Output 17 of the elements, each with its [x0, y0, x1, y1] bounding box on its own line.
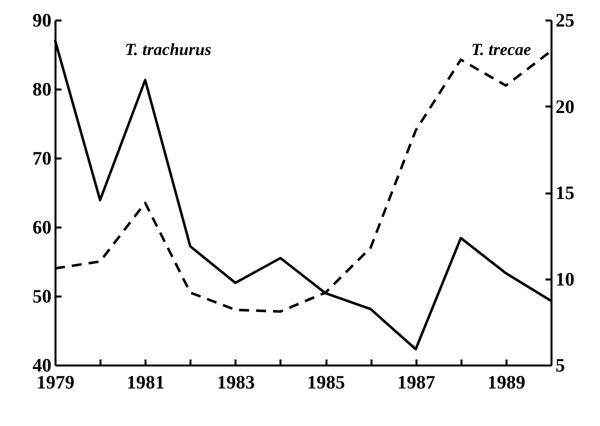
x-tick-label: 1987	[397, 372, 436, 394]
x-tick-label: 1983	[216, 372, 255, 394]
y2-tick-label: 5	[556, 356, 565, 376]
y-tick-label: 80	[32, 80, 52, 100]
y2-tick-label: 20	[556, 96, 574, 118]
y-tick-label: 50	[32, 286, 52, 308]
series-label: T. trachurus	[125, 40, 212, 59]
y2-tick-label: 25	[556, 10, 574, 32]
x-tick-label: 1981	[126, 372, 165, 394]
y-tick-label: 90	[32, 10, 52, 32]
series-label: T. trecae	[471, 40, 532, 59]
y-tick-label: 60	[32, 218, 52, 238]
y2-tick-label: 15	[556, 183, 574, 204]
x-tick-label: 1989	[487, 372, 526, 394]
y-tick-label: 70	[32, 148, 52, 170]
y2-tick-label: 10	[556, 269, 574, 290]
x-tick-label: 1985	[307, 372, 346, 394]
